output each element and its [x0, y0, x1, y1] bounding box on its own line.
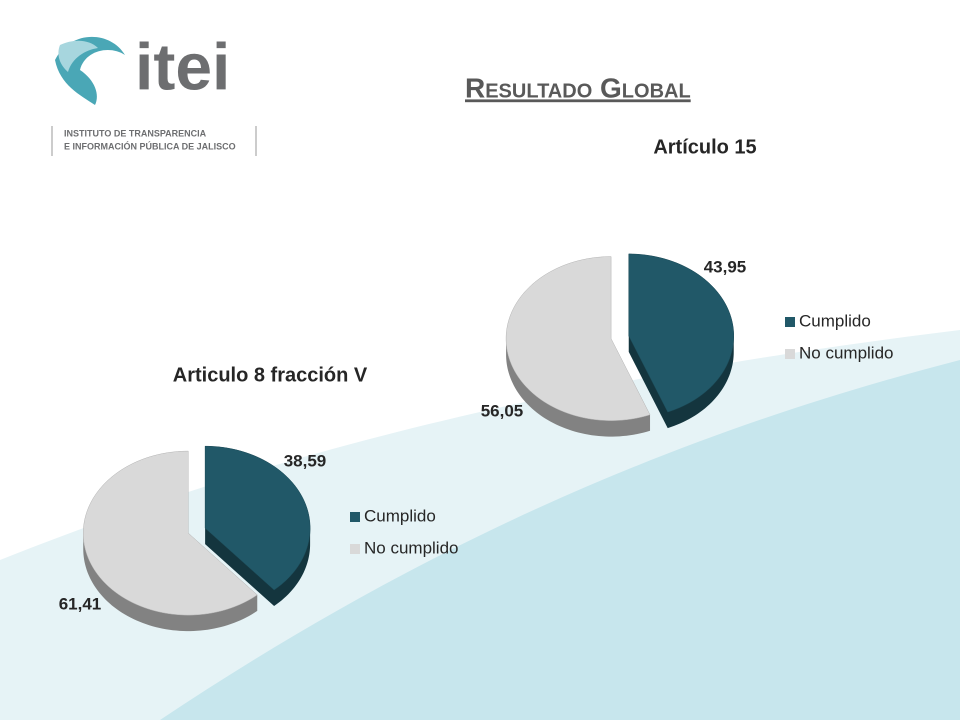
legend-swatch	[350, 512, 360, 522]
slice	[628, 253, 734, 413]
chart-title: Articulo 8 fracción V	[173, 364, 368, 386]
logo-swirl	[58, 40, 98, 72]
logo-line: E INFORMACIÓN PÚBLICA DE JALISCO	[64, 140, 236, 151]
data-label: 43,95	[704, 257, 747, 276]
data-label: 38,59	[284, 451, 327, 470]
logo-line: INSTITUTO DE TRANSPARENCIA	[64, 128, 207, 138]
chart-title: Artículo 15	[653, 136, 756, 158]
legend-label: No cumplido	[364, 538, 459, 557]
logo: itei INSTITUTO DE TRANSPARENCIA E INFORM…	[51, 29, 257, 156]
legend-label: No cumplido	[799, 343, 894, 362]
data-label: 61,41	[59, 594, 102, 613]
legend-label: Cumplido	[799, 311, 871, 330]
background-wave	[160, 360, 960, 720]
slice	[83, 450, 258, 616]
legend-swatch	[785, 349, 795, 359]
legend-label: Cumplido	[364, 506, 436, 525]
data-label: 56,05	[481, 401, 524, 420]
slice	[204, 445, 311, 591]
legend-swatch	[350, 544, 360, 554]
slice	[505, 256, 651, 421]
slide-title: Resultado Global	[465, 72, 691, 103]
logo-name: itei	[135, 29, 230, 103]
legend-swatch	[785, 317, 795, 327]
